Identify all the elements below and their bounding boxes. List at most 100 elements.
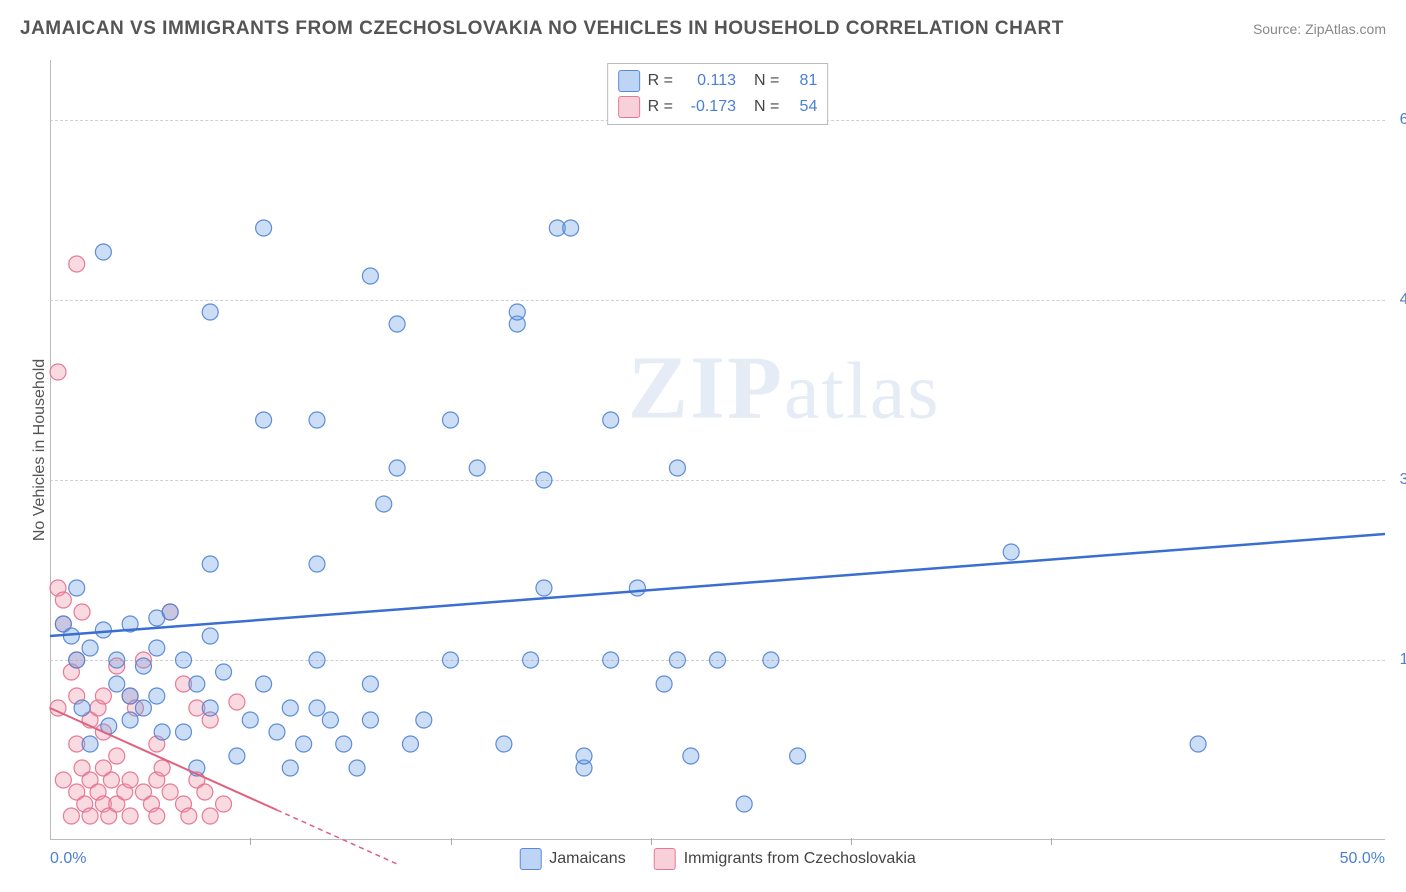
legend-r-label: R = — [648, 72, 673, 90]
data-point — [669, 460, 685, 476]
legend-r-label: R = — [648, 98, 673, 116]
data-point — [55, 592, 71, 608]
trend-line — [277, 810, 397, 864]
data-point — [109, 652, 125, 668]
data-point — [216, 664, 232, 680]
legend-n-value-pink: 54 — [787, 98, 817, 116]
data-point — [256, 220, 272, 236]
legend-item-pink: Immigrants from Czechoslovakia — [654, 848, 916, 870]
data-point — [202, 628, 218, 644]
data-point — [362, 676, 378, 692]
series-legend: Jamaicans Immigrants from Czechoslovakia — [519, 848, 916, 870]
data-point — [443, 652, 459, 668]
x-tick-label: 50.0% — [1340, 850, 1385, 868]
chart-header: JAMAICAN VS IMMIGRANTS FROM CZECHOSLOVAK… — [20, 18, 1386, 40]
data-point — [443, 412, 459, 428]
data-point — [50, 364, 66, 380]
data-point — [176, 652, 192, 668]
scatter-svg — [50, 60, 1385, 840]
data-point — [536, 472, 552, 488]
data-point — [103, 772, 119, 788]
data-point — [109, 676, 125, 692]
data-point — [149, 640, 165, 656]
data-point — [256, 412, 272, 428]
legend-row-pink: R = -0.173 N = 54 — [618, 94, 818, 120]
data-point — [629, 580, 645, 596]
data-point — [122, 772, 138, 788]
data-point — [736, 796, 752, 812]
y-tick-label: 30.0% — [1400, 471, 1406, 489]
data-point — [74, 700, 90, 716]
data-point — [563, 220, 579, 236]
data-point — [282, 700, 298, 716]
data-point — [135, 700, 151, 716]
chart-source: Source: ZipAtlas.com — [1253, 21, 1386, 37]
data-point — [197, 784, 213, 800]
data-point — [122, 808, 138, 824]
data-point — [523, 652, 539, 668]
data-point — [55, 772, 71, 788]
legend-item-blue: Jamaicans — [519, 848, 625, 870]
data-point — [296, 736, 312, 752]
legend-r-value-blue: 0.113 — [681, 72, 736, 90]
legend-row-blue: R = 0.113 N = 81 — [618, 68, 818, 94]
data-point — [69, 580, 85, 596]
data-point — [309, 652, 325, 668]
x-tick-label: 0.0% — [50, 850, 86, 868]
data-point — [763, 652, 779, 668]
data-point — [1003, 544, 1019, 560]
data-point — [683, 748, 699, 764]
data-point — [74, 604, 90, 620]
data-point — [416, 712, 432, 728]
data-point — [95, 244, 111, 260]
data-point — [202, 556, 218, 572]
swatch-blue-icon — [519, 848, 541, 870]
data-point — [322, 712, 338, 728]
swatch-pink-icon — [654, 848, 676, 870]
data-point — [189, 676, 205, 692]
data-point — [282, 760, 298, 776]
data-point — [82, 736, 98, 752]
data-point — [149, 688, 165, 704]
data-point — [509, 304, 525, 320]
data-point — [603, 652, 619, 668]
y-axis-label: No Vehicles in Household — [31, 359, 49, 541]
data-point — [389, 316, 405, 332]
data-point — [256, 676, 272, 692]
chart-title: JAMAICAN VS IMMIGRANTS FROM CZECHOSLOVAK… — [20, 18, 1064, 40]
data-point — [82, 808, 98, 824]
data-point — [669, 652, 685, 668]
data-point — [202, 304, 218, 320]
y-tick-label: 45.0% — [1400, 291, 1406, 309]
y-tick-label: 15.0% — [1400, 651, 1406, 669]
data-point — [362, 268, 378, 284]
data-point — [229, 748, 245, 764]
data-point — [710, 652, 726, 668]
data-point — [496, 736, 512, 752]
data-point — [376, 496, 392, 512]
data-point — [135, 658, 151, 674]
legend-label-blue: Jamaicans — [549, 850, 625, 868]
data-point — [202, 700, 218, 716]
legend-n-value-blue: 81 — [787, 72, 817, 90]
data-point — [336, 736, 352, 752]
data-point — [181, 808, 197, 824]
data-point — [154, 760, 170, 776]
data-point — [362, 712, 378, 728]
data-point — [656, 676, 672, 692]
plot-area: No Vehicles in Household 15.0%30.0%45.0%… — [50, 60, 1385, 840]
data-point — [69, 256, 85, 272]
legend-n-label: N = — [754, 98, 779, 116]
data-point — [162, 604, 178, 620]
data-point — [309, 700, 325, 716]
data-point — [95, 688, 111, 704]
data-point — [154, 724, 170, 740]
data-point — [349, 760, 365, 776]
legend-r-value-pink: -0.173 — [681, 98, 736, 116]
swatch-pink-icon — [618, 96, 640, 118]
data-point — [122, 688, 138, 704]
legend-label-pink: Immigrants from Czechoslovakia — [684, 850, 916, 868]
data-point — [790, 748, 806, 764]
data-point — [63, 808, 79, 824]
data-point — [402, 736, 418, 752]
